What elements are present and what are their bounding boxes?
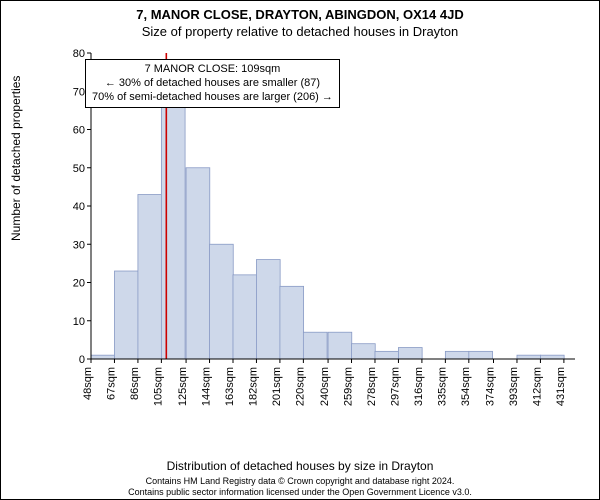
- footer: Contains HM Land Registry data © Crown c…: [1, 476, 599, 497]
- chart-container: 7, MANOR CLOSE, DRAYTON, ABINGDON, OX14 …: [0, 0, 600, 500]
- x-tick-label: 316sqm: [413, 367, 425, 406]
- title-main: 7, MANOR CLOSE, DRAYTON, ABINGDON, OX14 …: [1, 1, 599, 22]
- annotation-box: 7 MANOR CLOSE: 109sqm ← 30% of detached …: [85, 59, 340, 108]
- histogram-bar: [114, 271, 138, 359]
- x-tick-label: 220sqm: [294, 367, 306, 406]
- x-tick-label: 144sqm: [201, 367, 213, 406]
- title-sub: Size of property relative to detached ho…: [1, 22, 599, 39]
- x-tick-label: 431sqm: [555, 367, 567, 406]
- y-tick-label: 30: [73, 239, 85, 251]
- histogram-bar: [398, 348, 422, 359]
- histogram-bar: [328, 332, 352, 359]
- annotation-line2: ← 30% of detached houses are smaller (87…: [92, 77, 333, 91]
- x-tick-label: 125sqm: [177, 367, 189, 406]
- x-tick-label: 48sqm: [82, 367, 94, 400]
- x-tick-label: 240sqm: [319, 367, 331, 406]
- x-tick-label: 259sqm: [343, 367, 355, 406]
- annotation-line3: 70% of semi-detached houses are larger (…: [92, 91, 333, 105]
- histogram-bar: [469, 351, 493, 359]
- y-tick-label: 80: [73, 49, 85, 60]
- x-tick-label: 201sqm: [271, 367, 283, 406]
- histogram-bar: [517, 355, 541, 359]
- y-tick-label: 40: [73, 201, 85, 213]
- x-tick-label: 278sqm: [366, 367, 378, 406]
- histogram-bar: [540, 355, 564, 359]
- x-tick-label: 86sqm: [129, 367, 141, 400]
- x-tick-label: 67sqm: [105, 367, 117, 400]
- histogram-bar: [161, 103, 185, 359]
- x-tick-label: 412sqm: [531, 367, 543, 406]
- y-axis-label: Number of detached properties: [9, 76, 23, 241]
- histogram-bar: [303, 332, 327, 359]
- footer-line1: Contains HM Land Registry data © Crown c…: [1, 476, 599, 486]
- x-tick-label: 163sqm: [224, 367, 236, 406]
- y-tick-label: 50: [73, 163, 85, 175]
- x-tick-label: 354sqm: [460, 367, 472, 406]
- y-tick-label: 10: [73, 316, 85, 328]
- x-tick-label: 105sqm: [152, 367, 164, 406]
- histogram-bar: [138, 195, 162, 359]
- histogram-bar: [280, 286, 304, 359]
- footer-line2: Contains public sector information licen…: [1, 487, 599, 497]
- x-tick-label: 297sqm: [389, 367, 401, 406]
- x-tick-label: 335sqm: [436, 367, 448, 406]
- histogram-bar: [256, 260, 280, 359]
- histogram-bar: [352, 344, 376, 359]
- histogram-bar: [91, 355, 115, 359]
- y-tick-label: 20: [73, 278, 85, 290]
- histogram-bar: [375, 351, 399, 359]
- histogram-bar: [186, 168, 210, 359]
- histogram-bar: [233, 275, 257, 359]
- y-tick-label: 70: [73, 86, 85, 98]
- x-tick-label: 374sqm: [485, 367, 497, 406]
- histogram-bar: [445, 351, 469, 359]
- y-tick-label: 0: [79, 354, 85, 366]
- y-tick-label: 60: [73, 125, 85, 137]
- histogram-bar: [210, 244, 234, 359]
- annotation-line1: 7 MANOR CLOSE: 109sqm: [92, 63, 333, 77]
- x-tick-label: 393sqm: [508, 367, 520, 406]
- x-tick-label: 182sqm: [247, 367, 259, 406]
- x-axis-label: Distribution of detached houses by size …: [1, 459, 599, 473]
